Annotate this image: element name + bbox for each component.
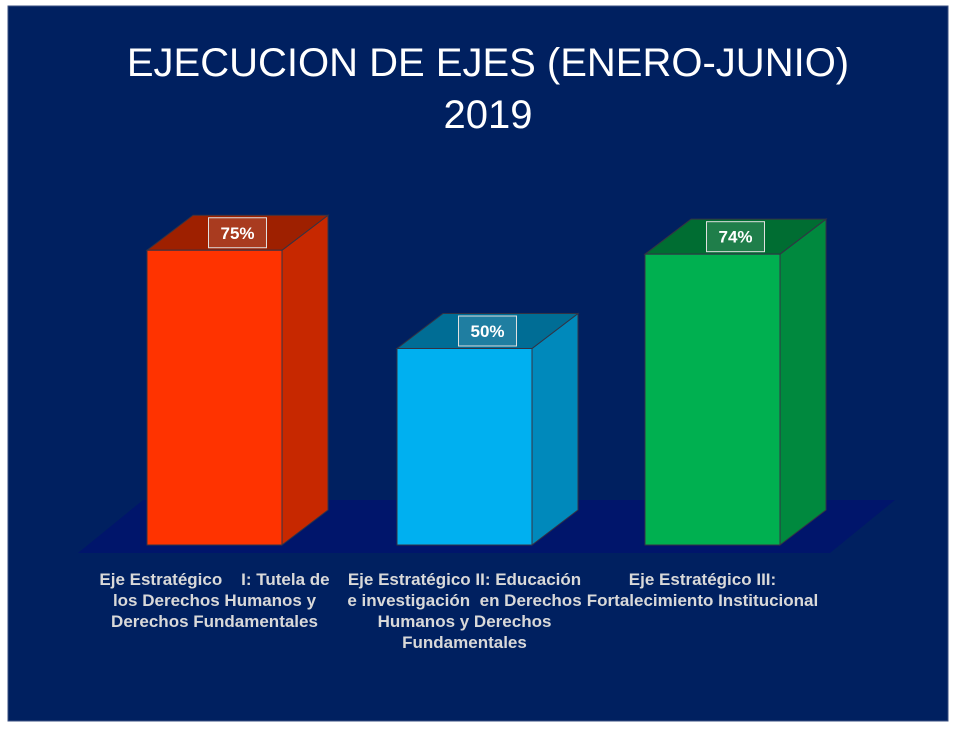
value-label-box <box>208 217 267 249</box>
value-label-box <box>458 315 517 347</box>
x-tick-label: Eje Estratégico I: Tutela de los Derecho… <box>99 570 335 631</box>
bar-side <box>281 214 329 547</box>
x-tick-label: Eje Estratégico II: Educación e investig… <box>347 570 587 652</box>
bar <box>396 348 533 546</box>
bar-side <box>531 312 579 547</box>
bar <box>146 249 283 546</box>
bar-side <box>779 218 827 547</box>
chart-title: 2019 <box>444 93 533 137</box>
value-label-box <box>706 221 765 253</box>
bar <box>644 253 781 546</box>
x-tick-label: Eje Estratégico III: Fortalecimiento Ins… <box>586 570 819 610</box>
value-label: 50% <box>470 322 504 341</box>
value-label: 75% <box>220 224 254 243</box>
value-label: 74% <box>718 228 752 247</box>
chart-title: EJECUCION DE EJES (ENERO-JUNIO) <box>127 41 849 85</box>
